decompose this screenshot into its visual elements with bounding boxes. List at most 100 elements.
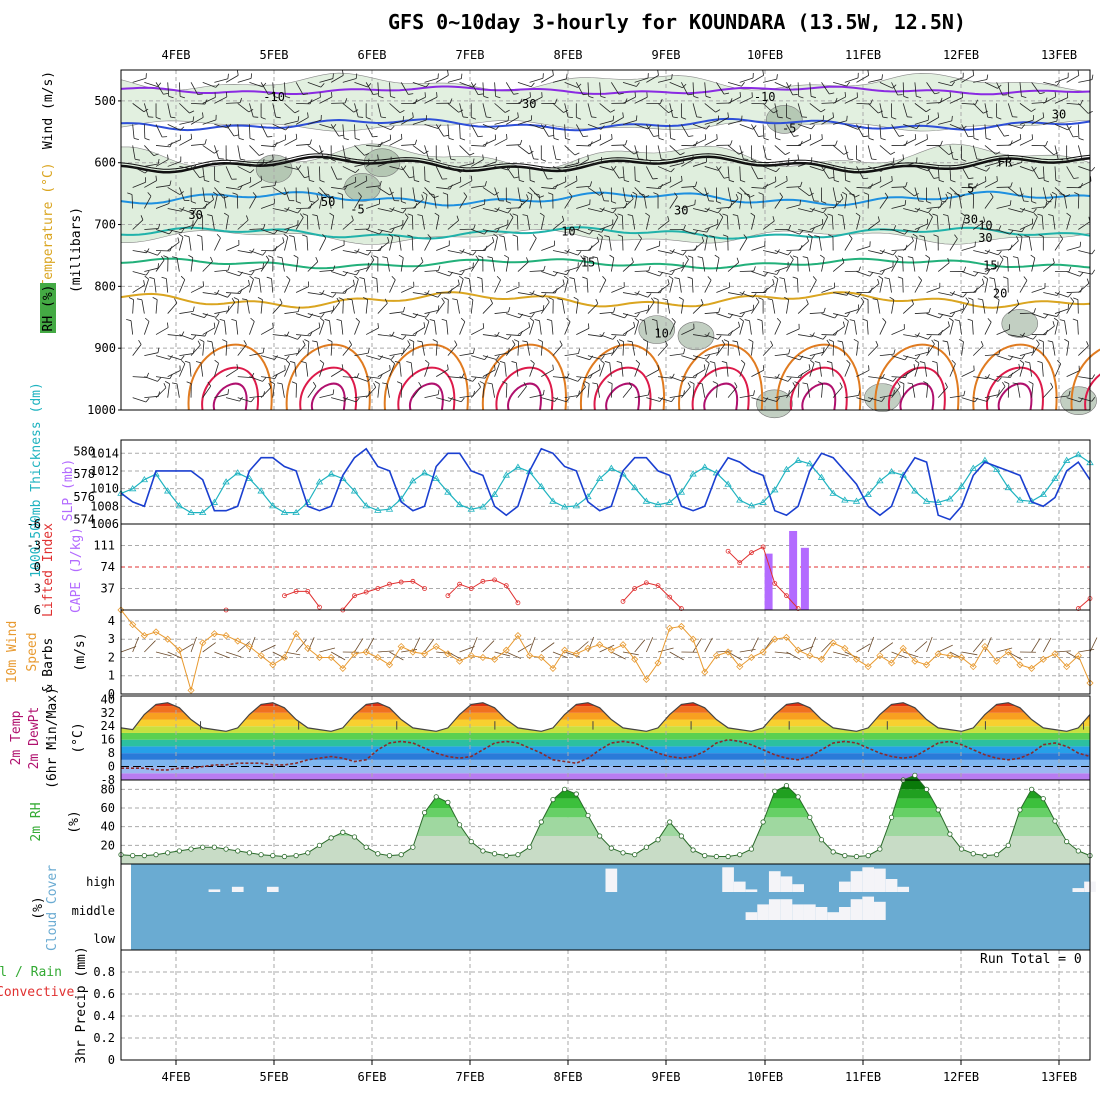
wind10m-barb bbox=[972, 639, 984, 653]
li-point bbox=[760, 544, 766, 550]
wind-barb-flag bbox=[919, 361, 925, 364]
wind-barb bbox=[984, 376, 999, 382]
cloud-cell bbox=[208, 889, 221, 892]
wind-barb-flag bbox=[973, 138, 979, 141]
wind-barb bbox=[599, 236, 603, 251]
wind10m-point bbox=[958, 653, 966, 662]
wind-barb-flag bbox=[914, 359, 920, 364]
wind-barb-flag bbox=[849, 319, 855, 322]
wind-barb-flag bbox=[877, 278, 880, 284]
wind-barb-flag bbox=[1064, 338, 1069, 343]
wind-barb bbox=[552, 376, 567, 379]
wind-barb-flag bbox=[767, 298, 773, 301]
wind-barb-flag bbox=[460, 397, 465, 403]
wind-barb bbox=[190, 166, 200, 178]
wind-barb bbox=[996, 355, 1011, 361]
wind-barb bbox=[237, 376, 252, 378]
wind-barb bbox=[891, 204, 906, 209]
wind-barb-flag bbox=[1018, 363, 1021, 369]
wind-barb bbox=[281, 383, 285, 398]
wind-barb bbox=[366, 145, 381, 147]
wind-barb bbox=[471, 355, 485, 360]
wind-barb bbox=[902, 103, 908, 117]
wind-barb-flag bbox=[1091, 249, 1096, 255]
wind-barb bbox=[272, 187, 285, 196]
thickness-point bbox=[934, 498, 942, 505]
wind-barb-flag bbox=[986, 167, 991, 172]
wind-barb bbox=[622, 145, 635, 155]
wind-barb-flag bbox=[721, 339, 726, 345]
wind-barb-flag bbox=[356, 270, 360, 276]
thickness-point bbox=[549, 497, 557, 504]
wind-barb bbox=[726, 215, 729, 230]
li-line bbox=[727, 546, 799, 609]
wind-barb-flag bbox=[555, 158, 561, 161]
wind10m-barb bbox=[727, 651, 743, 661]
wind-barb bbox=[354, 124, 356, 139]
wind-barb bbox=[576, 204, 590, 209]
li-point bbox=[468, 586, 474, 591]
wind-barb-flag bbox=[776, 317, 781, 323]
wind-barb bbox=[1043, 120, 1057, 125]
wind-barb bbox=[527, 215, 531, 230]
wind-barb bbox=[249, 124, 251, 139]
wind-barb bbox=[494, 120, 509, 125]
wind-barb-flag bbox=[679, 152, 685, 156]
wind-barb bbox=[386, 383, 390, 398]
wind-barb-flag bbox=[779, 277, 785, 280]
wind10m-point bbox=[666, 624, 674, 632]
wind-barb bbox=[552, 124, 555, 139]
wind-barb bbox=[1066, 301, 1075, 314]
wind-barb bbox=[996, 124, 1005, 137]
wind10m-barb bbox=[576, 641, 589, 653]
wind-barb bbox=[891, 376, 906, 378]
wind10m-point bbox=[864, 663, 872, 671]
wind-barb bbox=[237, 124, 240, 139]
wind-barb bbox=[316, 215, 320, 230]
wind-barb bbox=[891, 229, 905, 235]
wind-barb-flag bbox=[356, 373, 360, 378]
li-point bbox=[375, 586, 381, 591]
wind-barb bbox=[681, 259, 689, 272]
wind-barb bbox=[482, 161, 497, 167]
wind10m-point bbox=[654, 659, 662, 667]
wind-barb bbox=[564, 376, 578, 382]
wind-barb-flag bbox=[600, 95, 606, 99]
wind-barb bbox=[1077, 320, 1079, 335]
wind-barb bbox=[459, 278, 464, 293]
wind-barb bbox=[225, 166, 233, 180]
wind-barb bbox=[503, 236, 507, 251]
wind-barb bbox=[237, 299, 239, 314]
wind-barb-flag bbox=[285, 126, 290, 131]
wind-barb bbox=[891, 82, 898, 96]
temp-tick: 16 bbox=[101, 733, 115, 747]
wind-barb bbox=[517, 313, 532, 318]
wind-barb bbox=[491, 383, 495, 398]
wind-barb bbox=[249, 376, 263, 382]
wind-barb-flag bbox=[508, 307, 511, 313]
day-label-top: 11FEB bbox=[845, 48, 881, 62]
wind-barb-flag bbox=[188, 254, 193, 258]
wind-barb-flag bbox=[450, 158, 456, 161]
wind-barb-flag bbox=[986, 74, 989, 80]
wind-barb-flag bbox=[612, 335, 617, 340]
wind-barb bbox=[377, 187, 390, 196]
wind-barb-flag bbox=[1052, 258, 1055, 264]
wind-barb-flag bbox=[787, 157, 790, 164]
wind-barb bbox=[704, 279, 712, 293]
wind-barb bbox=[365, 299, 369, 314]
wind-barb-flag bbox=[443, 297, 449, 300]
wind-barb bbox=[914, 119, 929, 125]
wind-barb bbox=[552, 103, 564, 113]
thickness-point bbox=[747, 502, 756, 509]
day-label-top: 5FEB bbox=[260, 48, 289, 62]
wind-barb bbox=[529, 96, 543, 104]
wind-barb-flag bbox=[638, 158, 644, 160]
wind-barb bbox=[272, 369, 286, 377]
wind-barb bbox=[447, 78, 462, 83]
wind-barb bbox=[1008, 355, 1022, 360]
wind-barb bbox=[167, 383, 170, 398]
wind-barb bbox=[482, 124, 497, 130]
wind-barb bbox=[984, 266, 999, 272]
wind-barb bbox=[260, 82, 269, 95]
